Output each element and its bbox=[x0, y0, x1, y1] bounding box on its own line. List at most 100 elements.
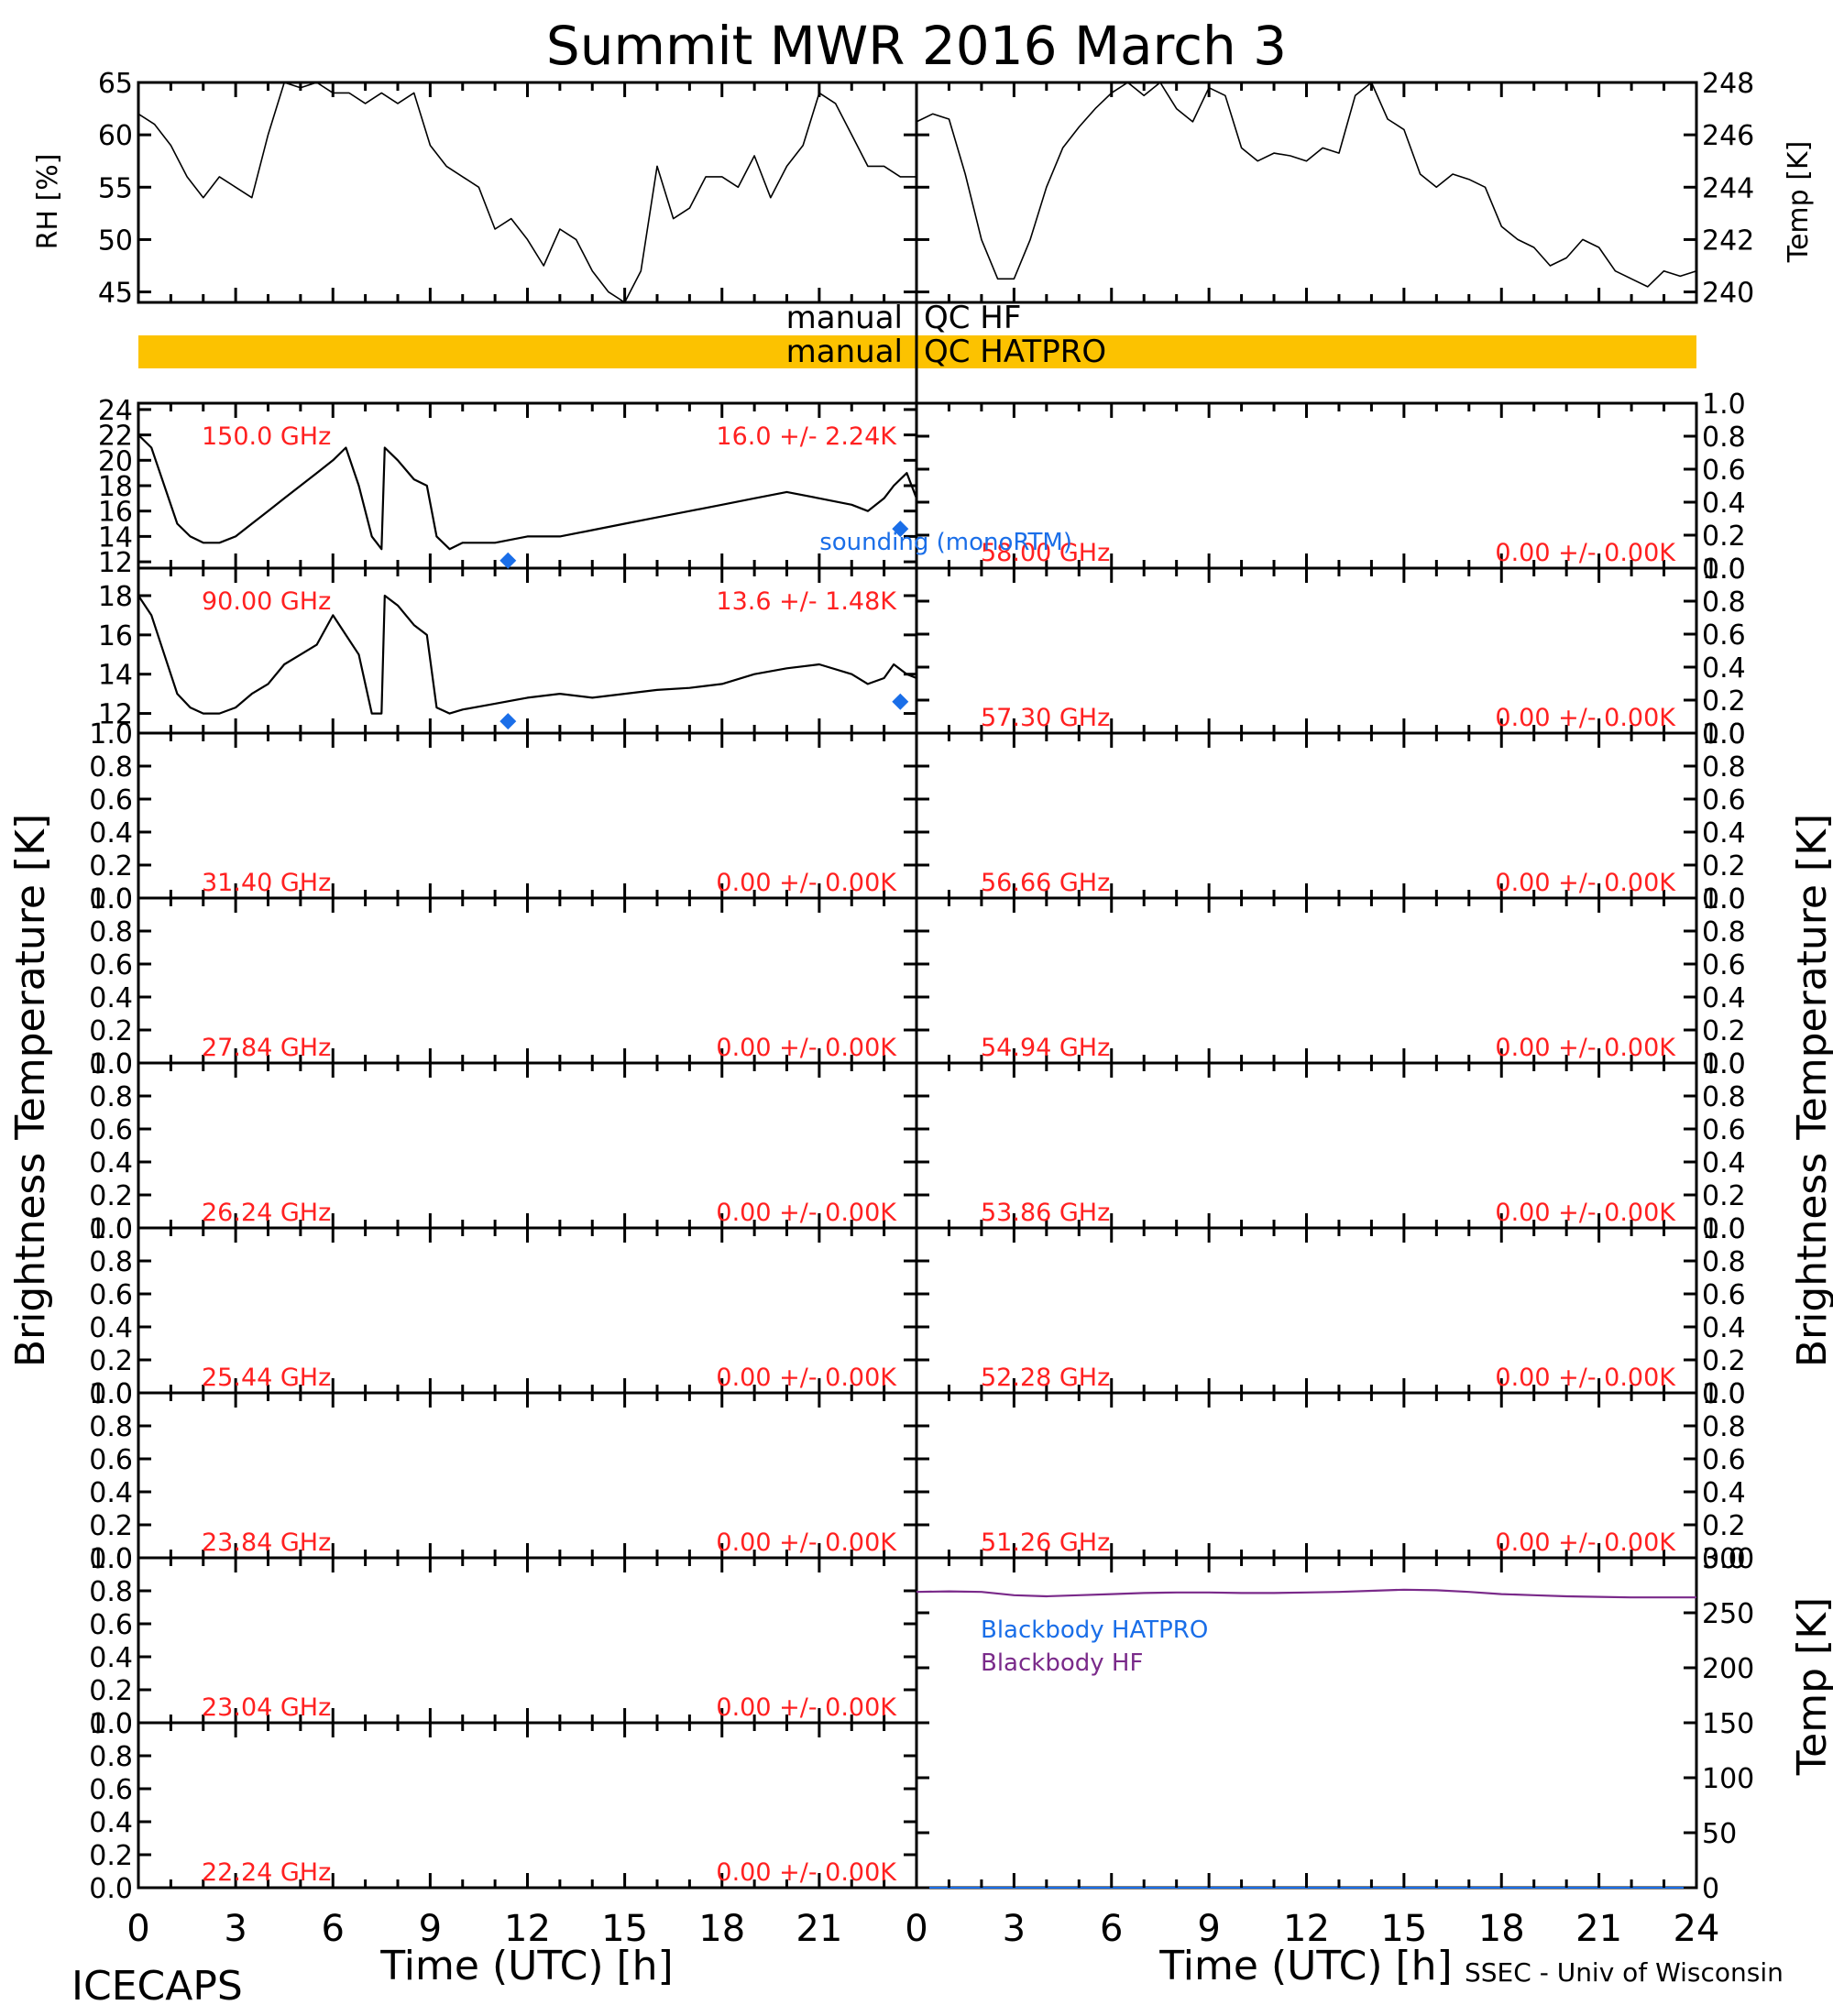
channel-ytick-label: 0.0 bbox=[1702, 883, 1746, 915]
x-tick-label-right: 21 bbox=[1575, 1908, 1622, 1950]
channel-ytick-label: 0.6 bbox=[1702, 1279, 1746, 1311]
channel-ytick-label: 22 bbox=[98, 421, 133, 453]
channel-ytick-label: 16 bbox=[98, 497, 133, 529]
channel-ytick-label: 0.0 bbox=[1702, 553, 1746, 586]
channel-freq-label: 25.44 GHz bbox=[202, 1364, 331, 1392]
channel-ytick-label: 0.4 bbox=[1702, 1147, 1746, 1179]
channel-ytick-label: 0.0 bbox=[1702, 1213, 1746, 1245]
channel-freq-label: 51.26 GHz bbox=[981, 1528, 1110, 1557]
channel-ytick-label: 1.0 bbox=[89, 1543, 133, 1575]
channel-ytick-label: 20 bbox=[98, 445, 133, 477]
channel-ytick-label: 0.8 bbox=[1702, 1246, 1746, 1278]
x-tick-label-left: 3 bbox=[224, 1908, 247, 1950]
channel-ytick-label: 1.0 bbox=[89, 1708, 133, 1740]
channel-ytick-label: 0.2 bbox=[1702, 685, 1746, 718]
temp-axis-label-top: Temp [K] bbox=[1783, 141, 1815, 264]
channel-stats-label: 0.00 +/- 0.00K bbox=[716, 1693, 897, 1722]
channel-ytick-label: 0.2 bbox=[89, 1345, 133, 1377]
channel-ytick-label: 0.6 bbox=[1702, 619, 1746, 652]
tb-series bbox=[137, 594, 917, 715]
x-tick-label-right: 24 bbox=[1674, 1908, 1720, 1950]
blackbody-ytick-label: 0 bbox=[1702, 1873, 1719, 1905]
tb-series bbox=[137, 433, 918, 551]
channel-stats-label: 0.00 +/- 0.00K bbox=[716, 1364, 897, 1392]
channel-ytick-label: 0.6 bbox=[89, 949, 133, 981]
channel-ytick-label: 0.8 bbox=[1702, 1081, 1746, 1113]
channel-ytick-label: 0.2 bbox=[1702, 1180, 1746, 1212]
brightness-temperature-label-left: Brightness Temperature [K] bbox=[7, 814, 54, 1367]
channel-ytick-label: 1.0 bbox=[89, 1048, 133, 1080]
channel-ytick-label: 0.2 bbox=[89, 1675, 133, 1707]
qc-hatpro-label-right: QC HATPRO bbox=[924, 334, 1106, 370]
x-tick-label-left: 21 bbox=[796, 1908, 842, 1950]
channel-ytick-label: 0.8 bbox=[1702, 751, 1746, 783]
channel-ytick-label: 1.0 bbox=[1702, 883, 1746, 915]
sounding-point-90 bbox=[892, 693, 909, 710]
channel-ytick-label: 0.2 bbox=[89, 1510, 133, 1542]
channel-freq-label: 90.00 GHz bbox=[202, 587, 331, 616]
axis-ticks bbox=[137, 81, 1698, 1890]
temp-series bbox=[916, 82, 1697, 288]
qc-hatpro-label-left: manual bbox=[786, 334, 903, 370]
blackbody-hatpro-legend: Blackbody HATPRO bbox=[981, 1616, 1208, 1644]
channel-freq-label: 56.66 GHz bbox=[981, 869, 1110, 897]
channel-ytick-label: 12 bbox=[98, 699, 133, 731]
temp-ytick-label: 248 bbox=[1702, 68, 1754, 100]
channel-ytick-label: 0.6 bbox=[1702, 1444, 1746, 1476]
channel-stats-label: 0.00 +/- 0.00K bbox=[1495, 704, 1676, 732]
channel-freq-label: 57.30 GHz bbox=[981, 704, 1110, 732]
channel-ytick-label: 18 bbox=[98, 581, 133, 613]
channel-ytick-label: 0.8 bbox=[89, 1081, 133, 1113]
temp-ytick-label: 246 bbox=[1702, 120, 1754, 152]
blackbody-ytick-label: 100 bbox=[1702, 1763, 1754, 1795]
channel-stats-label: 0.00 +/- 0.00K bbox=[716, 869, 897, 897]
channel-ytick-label: 1.0 bbox=[89, 1213, 133, 1245]
figure-title: Summit MWR 2016 March 3 bbox=[546, 15, 1287, 77]
channel-ytick-label: 0.0 bbox=[89, 1873, 133, 1905]
channel-ytick-label: 0.6 bbox=[89, 1444, 133, 1476]
channel-ytick-label: 1.0 bbox=[1702, 1048, 1746, 1080]
x-tick-label-left: 0 bbox=[126, 1908, 149, 1950]
x-tick-label-right: 12 bbox=[1283, 1908, 1330, 1950]
channel-ytick-label: 1.0 bbox=[1702, 389, 1746, 421]
channel-ytick-label: 0.2 bbox=[89, 1840, 133, 1872]
channel-ytick-label: 0.6 bbox=[1702, 455, 1746, 487]
rh-ytick-label: 55 bbox=[98, 172, 133, 204]
channel-ytick-label: 24 bbox=[98, 395, 133, 427]
blackbody-ytick-label: 200 bbox=[1702, 1653, 1754, 1685]
channel-ytick-label: 1.0 bbox=[89, 718, 133, 751]
channel-freq-label: 31.40 GHz bbox=[202, 869, 331, 897]
rh-ytick-label: 65 bbox=[98, 68, 133, 100]
blackbody-ytick-label: 50 bbox=[1702, 1818, 1737, 1850]
blackbody-ytick-label: 250 bbox=[1702, 1598, 1754, 1630]
sounding-legend: sounding (monoRTM) bbox=[819, 529, 1072, 556]
channel-ytick-label: 0.0 bbox=[89, 1213, 133, 1245]
blackbody-temp-axis-label: Temp [K] bbox=[1789, 1597, 1833, 1776]
channel-ytick-label: 0.8 bbox=[89, 1246, 133, 1278]
rh-ytick-label: 45 bbox=[98, 278, 133, 310]
blackbody-ytick-label: 300 bbox=[1702, 1543, 1754, 1575]
channel-ytick-label: 0.8 bbox=[1702, 586, 1746, 619]
temp-ytick-label: 240 bbox=[1702, 278, 1754, 310]
x-tick-label-left: 9 bbox=[419, 1908, 442, 1950]
tick-labels: 4550556065240242244246248121416182022241… bbox=[89, 68, 1754, 1950]
channel-stats-label: 0.00 +/- 0.00K bbox=[716, 1858, 897, 1887]
channel-ytick-label: 0.6 bbox=[1702, 949, 1746, 981]
channel-freq-label: 22.24 GHz bbox=[202, 1858, 331, 1887]
channel-ytick-label: 0.8 bbox=[89, 1576, 133, 1608]
rh-ytick-label: 60 bbox=[98, 120, 133, 152]
channel-ytick-label: 0.6 bbox=[89, 1279, 133, 1311]
channel-ytick-label: 1.0 bbox=[1702, 553, 1746, 586]
sounding-point-150 bbox=[892, 520, 909, 538]
rh-panel bbox=[137, 81, 918, 304]
channel-ytick-label: 0.2 bbox=[89, 1015, 133, 1047]
channel-ytick-label: 0.0 bbox=[89, 883, 133, 915]
channel-ytick-label: 0.4 bbox=[89, 1312, 133, 1344]
channel-ytick-label: 0.6 bbox=[1702, 784, 1746, 816]
channel-ytick-label: 1.0 bbox=[1702, 1378, 1746, 1410]
channel-ytick-label: 1.0 bbox=[89, 883, 133, 915]
channel-stats-label: 0.00 +/- 0.00K bbox=[716, 1034, 897, 1062]
channel-ytick-label: 0.2 bbox=[89, 850, 133, 882]
temp-panel bbox=[915, 81, 1698, 304]
